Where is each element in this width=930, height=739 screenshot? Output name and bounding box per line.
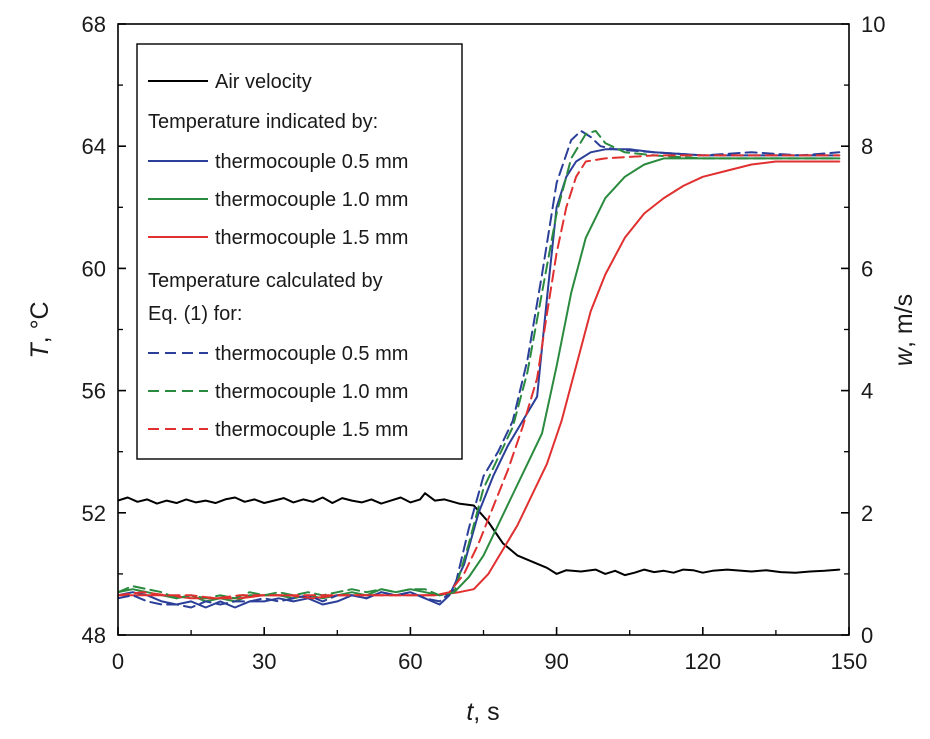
y-right-tick-label: 8 — [861, 134, 873, 159]
legend-box — [136, 43, 463, 460]
y-left-tick-label: 68 — [82, 12, 106, 37]
x-tick-label: 150 — [831, 649, 868, 674]
x-tick-label: 90 — [544, 649, 568, 674]
series-line-thermocouple-0-5-mm-calculated — [118, 129, 841, 609]
y-right-tick-label: 6 — [861, 256, 873, 281]
legend-label-tc10-indicated: thermocouple 1.0 mm — [215, 189, 408, 211]
x-axis-label: t, s — [466, 698, 499, 726]
y-right-tick-label: 4 — [861, 379, 873, 404]
legend-label-air-velocity: Air velocity — [215, 71, 312, 93]
legend: Air velocity Temperature indicated by: t… — [136, 43, 463, 460]
y-left-tick-label: 48 — [82, 623, 106, 648]
y-left-tick-label: 60 — [82, 256, 106, 281]
legend-label-tc15-calculated: thermocouple 1.5 mm — [215, 419, 408, 441]
y-right-tick-label: 10 — [861, 12, 885, 37]
y-right-tick-label: 0 — [861, 623, 873, 648]
legend-label-tc05-calculated: thermocouple 0.5 mm — [215, 343, 408, 365]
y-axis-label-right: w, m/s — [890, 294, 918, 366]
legend-label-tc15-indicated: thermocouple 1.5 mm — [215, 227, 408, 249]
x-tick-label: 30 — [252, 649, 276, 674]
y-right-tick-label: 2 — [861, 501, 873, 526]
y-left-tick-label: 64 — [82, 134, 106, 159]
legend-header-calculated-line1: Temperature calculated by — [148, 270, 383, 292]
legend-header-calculated-line2: Eq. (1) for: — [148, 303, 242, 325]
series-line-air-velocity — [118, 492, 841, 577]
legend-label-tc05-indicated: thermocouple 0.5 mm — [215, 151, 408, 173]
x-tick-label: 120 — [684, 649, 721, 674]
x-tick-label: 0 — [112, 649, 124, 674]
y-left-tick-label: 56 — [82, 379, 106, 404]
series-line-thermocouple-1-0-mm — [118, 157, 841, 603]
series-line-thermocouple-1-5-mm-calculated — [118, 154, 841, 600]
x-tick-label: 60 — [398, 649, 422, 674]
legend-label-tc10-calculated: thermocouple 1.0 mm — [215, 381, 408, 403]
legend-header-indicated: Temperature indicated by: — [148, 111, 378, 133]
series-layer — [118, 129, 841, 609]
y-axis-label-left: T, °C — [26, 301, 54, 358]
y-left-tick-label: 52 — [82, 501, 106, 526]
series-line-thermocouple-1-0-mm-calculated — [118, 129, 841, 600]
